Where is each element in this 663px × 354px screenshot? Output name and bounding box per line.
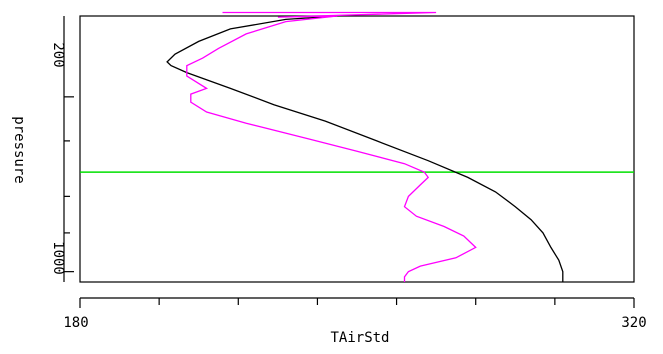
- y-tick-label-1000: 1000: [50, 241, 66, 275]
- x-tick-label-max: 320: [621, 315, 646, 331]
- y-axis-ticks: [63, 16, 74, 282]
- x-tick-label-min: 180: [63, 315, 88, 331]
- y-axis-label: pressure: [11, 116, 27, 183]
- series-group: [166, 11, 564, 282]
- plot-frame: [79, 15, 635, 283]
- x-axis-label: TAirStd: [330, 330, 389, 346]
- x-axis-ticks: [79, 297, 635, 308]
- series-0-line: [166, 15, 564, 282]
- y-tick-label-200: 200: [50, 42, 66, 67]
- series-1-line: [186, 11, 477, 282]
